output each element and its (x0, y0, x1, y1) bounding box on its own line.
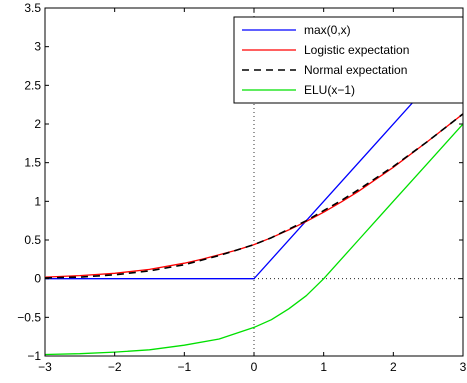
x-tick-label: 2 (390, 360, 397, 374)
legend-label-normal-expectation: Normal expectation (304, 63, 407, 77)
x-tick-label: −2 (108, 360, 122, 374)
series-line-normal-expectation (45, 113, 463, 279)
y-tick-label: 1.5 (24, 156, 41, 170)
legend-label-logistic-expectation: Logistic expectation (304, 43, 409, 57)
y-tick-label: 3 (34, 40, 41, 54)
series-line-max-0-x (45, 46, 463, 280)
legend-label-max-0-x: max(0,x) (304, 23, 351, 37)
x-tick-label: 1 (320, 360, 327, 374)
legend-box (233, 16, 464, 104)
y-tick-label: 2.5 (24, 78, 41, 92)
x-tick-label: −1 (177, 360, 191, 374)
y-axis-ticks: −1 −0.5 0 0.5 1 1.5 2 2.5 3 3.5 (17, 1, 463, 363)
y-tick-label: 0.5 (24, 233, 41, 247)
reference-lines (253, 8, 463, 356)
y-tick-label: 3.5 (24, 1, 41, 15)
x-tick-label: 0 (251, 360, 258, 374)
series-layer (45, 46, 463, 356)
y-tick-label: 0 (34, 272, 41, 286)
y-tick-label: 1 (34, 194, 41, 208)
y-tick-label: 2 (34, 117, 41, 131)
series-line-elu-x-1 (45, 123, 463, 356)
y-tick-label: −0.5 (17, 310, 41, 324)
x-axis-ticks: −3 −2 −1 0 1 2 3 (38, 8, 467, 374)
x-tick-label: −3 (38, 360, 52, 374)
x-tick-label: 3 (460, 360, 467, 374)
legend-label-elu-x-1: ELU(x−1) (304, 83, 355, 97)
y-tick-label: −1 (27, 349, 41, 363)
legend: max(0,x) Logistic expectation Normal expec… (233, 16, 464, 104)
